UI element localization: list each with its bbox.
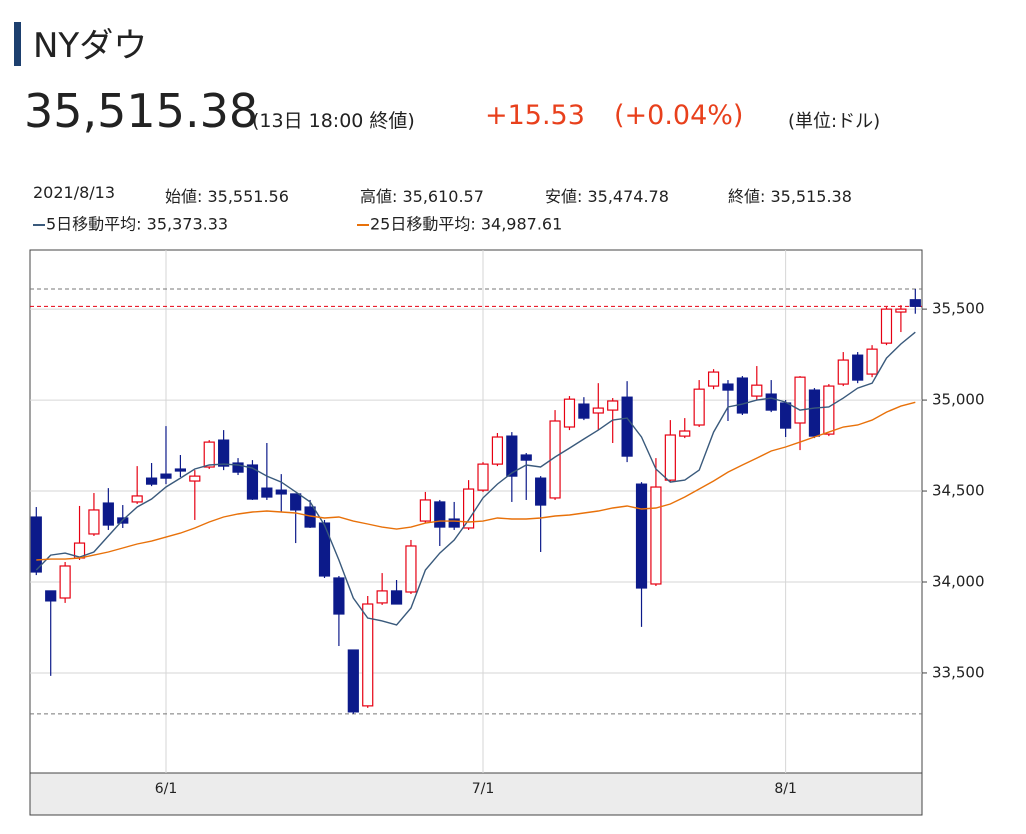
candle-body: [808, 389, 821, 437]
candle-body: [751, 384, 763, 397]
candle-body: [160, 473, 172, 479]
legend-label: 25日移動平均: 34,987.61: [370, 215, 562, 234]
candle-body: [650, 486, 662, 585]
candle-body: [30, 516, 42, 573]
x-tick-label: 6/1: [155, 781, 178, 797]
candle-body: [290, 493, 302, 511]
y-tick-label: 35,500: [932, 300, 985, 318]
candle-body: [131, 495, 143, 503]
candle-body: [592, 407, 604, 414]
unit: (単位:ドル): [788, 111, 881, 132]
candle-body: [895, 308, 907, 313]
moving-average-line: [35, 331, 916, 626]
candle-body: [189, 475, 201, 482]
candle-body: [390, 590, 403, 605]
candle-body: [232, 462, 244, 473]
candle-body: [693, 388, 705, 426]
candle-body: [679, 430, 691, 437]
candle-body: [45, 590, 57, 602]
candle-body: [880, 308, 893, 344]
candle-body: [506, 435, 518, 477]
y-tick-label: 35,000: [932, 391, 985, 409]
info-high: 高値: 35,610.57: [360, 187, 484, 206]
y-tick-label: 33,500: [932, 663, 985, 681]
candle-body: [621, 396, 633, 457]
candle-body: [607, 400, 619, 411]
candle-body: [203, 441, 215, 468]
candle-body: [707, 371, 720, 387]
candle-body: [780, 402, 792, 429]
candle-body: [736, 377, 748, 414]
plot-area: [29, 249, 923, 774]
candle-body: [664, 434, 676, 481]
candle-body: [535, 477, 547, 506]
candle-body: [218, 439, 230, 467]
candle-body: [318, 522, 331, 577]
candle-body: [275, 489, 287, 495]
candle-body: [837, 359, 849, 385]
candle-body: [866, 348, 878, 375]
info-date: 2021/8/13: [33, 183, 116, 202]
candle-body: [909, 299, 921, 307]
candle-body: [347, 649, 359, 713]
candle-body: [635, 483, 648, 589]
price: 35,515.38: [24, 84, 259, 138]
candle-body: [448, 518, 460, 528]
title-bar: [14, 22, 21, 66]
candle-body: [102, 502, 114, 526]
info-low: 安値: 35,474.78: [545, 187, 669, 206]
candle-body: [578, 403, 590, 419]
candle-body: [376, 590, 388, 604]
change-percent: (+0.04%): [614, 100, 744, 131]
candle-body: [362, 603, 374, 707]
candle-body: [434, 501, 446, 528]
candle-body: [59, 565, 71, 599]
price-time: (13日 18:00 終値): [252, 110, 415, 132]
candle-body: [419, 499, 431, 522]
candle-body: [722, 383, 734, 391]
candle-body: [549, 420, 561, 499]
candle-body: [563, 398, 576, 428]
change: +15.53: [485, 100, 585, 131]
candle-body: [88, 509, 100, 535]
candle-body: [765, 393, 777, 411]
moving-average-line: [36, 401, 916, 561]
candle-body: [261, 487, 273, 498]
candle-body: [463, 488, 475, 529]
candle-body: [823, 385, 835, 435]
candle-body: [405, 545, 417, 593]
candle-body: [477, 463, 489, 491]
candle-body: [520, 454, 532, 461]
candle-body: [333, 577, 345, 615]
info-close: 終値: 35,515.38: [728, 187, 852, 206]
candle-body: [174, 468, 186, 472]
x-axis-band: [29, 772, 923, 816]
candle-body: [491, 436, 504, 465]
candle-body: [852, 354, 864, 381]
candle-body: [246, 464, 259, 500]
y-tick-label: 34,000: [932, 572, 985, 590]
candle-body: [794, 376, 806, 424]
y-tick-label: 34,500: [932, 482, 985, 500]
legend-label: 5日移動平均: 35,373.33: [46, 215, 228, 234]
x-tick-label: 8/1: [774, 781, 797, 797]
title: NYダウ: [33, 26, 148, 66]
x-tick-label: 7/1: [472, 781, 495, 797]
candle-body: [145, 477, 158, 485]
info-open: 始値: 35,551.56: [165, 187, 289, 206]
